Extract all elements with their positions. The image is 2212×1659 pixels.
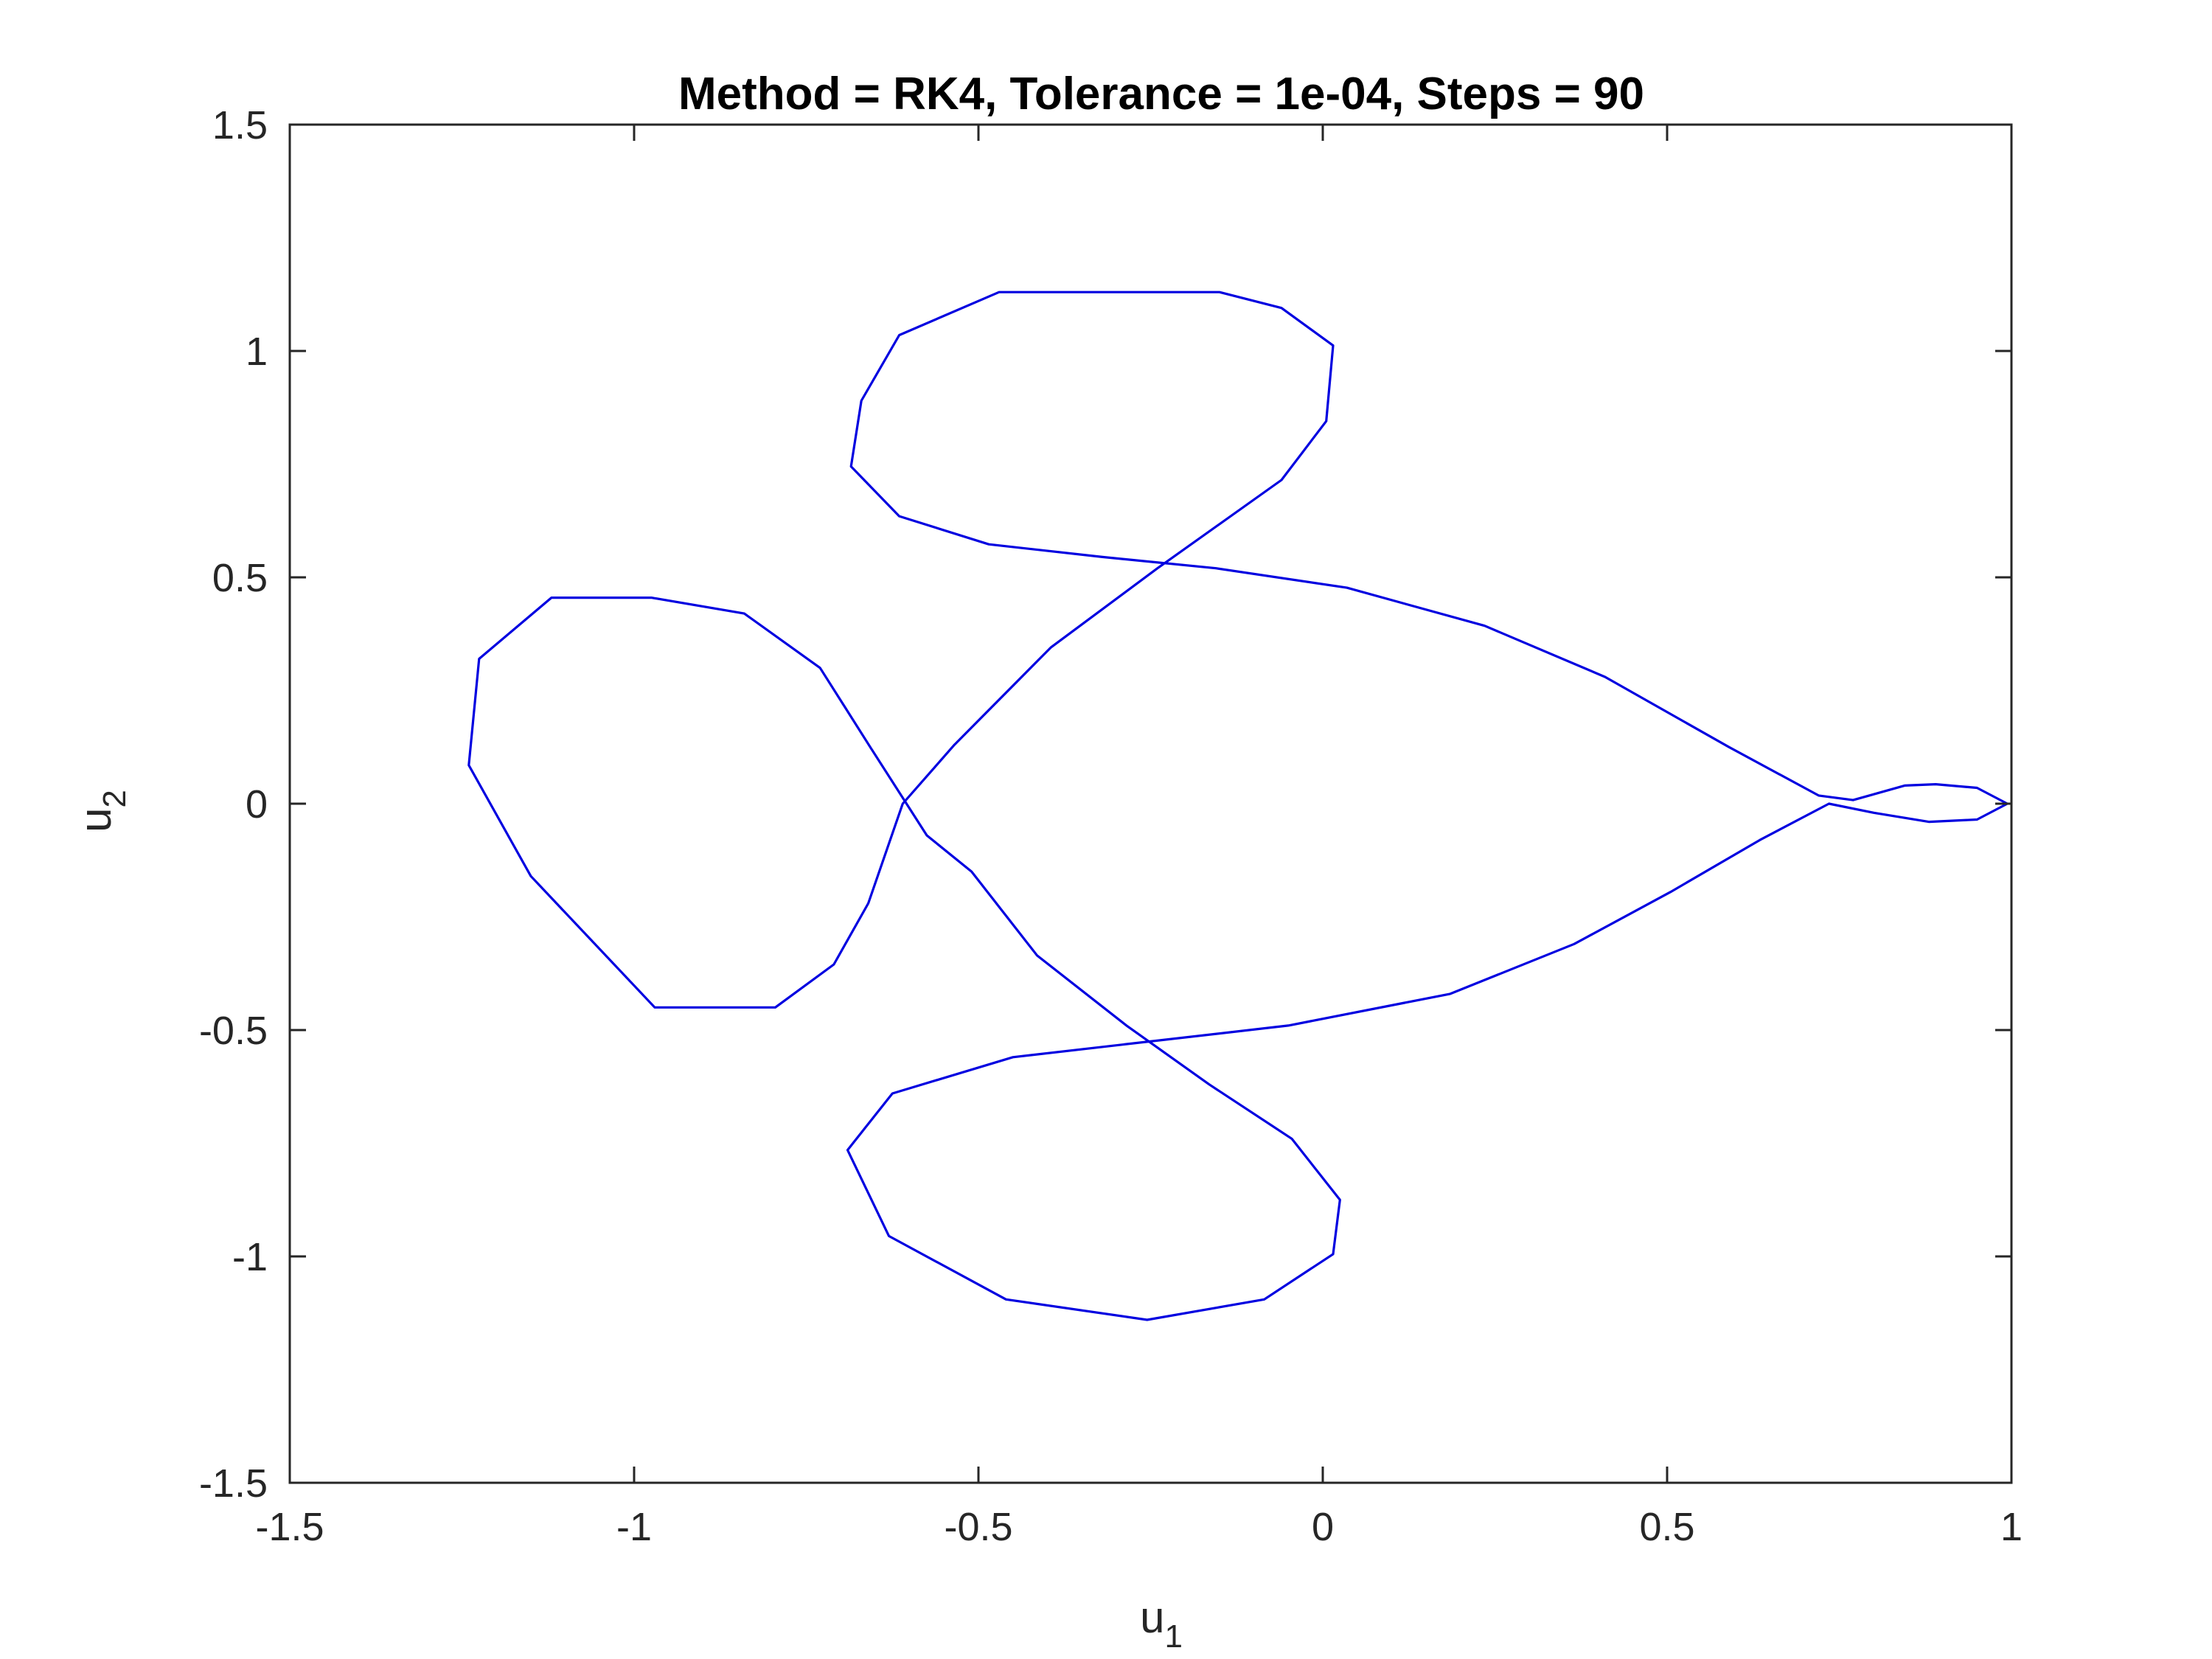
x-tick-label: -1: [616, 1505, 652, 1549]
x-tick-label: 0: [1312, 1505, 1334, 1549]
x-axis-label-sub: 1: [1164, 1618, 1182, 1655]
x-axis-label: u1: [1140, 1593, 1183, 1655]
y-tick-label: 0.5: [212, 556, 268, 600]
y-axis-label-sub: 2: [97, 790, 133, 807]
chart-title: Method = RK4, Tolerance = 1e-04, Steps =…: [678, 69, 1644, 119]
y-tick-label: 1.5: [212, 103, 268, 147]
y-tick-label: -0.5: [199, 1009, 268, 1053]
x-axis: -1.5 -1 -0.5 0 0.5 1: [255, 125, 2023, 1549]
y-axis-label: u2: [71, 790, 133, 832]
x-axis-label-base: u: [1140, 1593, 1164, 1642]
x-tick-label: 0.5: [1639, 1505, 1694, 1549]
x-tick-label: -1.5: [255, 1505, 324, 1549]
x-tick-label: 1: [2000, 1505, 2023, 1549]
y-axis-label-base: u: [71, 808, 120, 832]
series-line: [467, 291, 2008, 1321]
y-tick-label: 1: [246, 330, 268, 374]
x-tick-label: -0.5: [944, 1505, 1012, 1549]
y-axis: -1.5 -1 -0.5 0 0.5 1 1.5: [199, 103, 2011, 1506]
y-tick-label: 0: [246, 782, 268, 827]
y-tick-label: -1: [232, 1235, 268, 1279]
y-tick-label: -1.5: [199, 1461, 268, 1506]
